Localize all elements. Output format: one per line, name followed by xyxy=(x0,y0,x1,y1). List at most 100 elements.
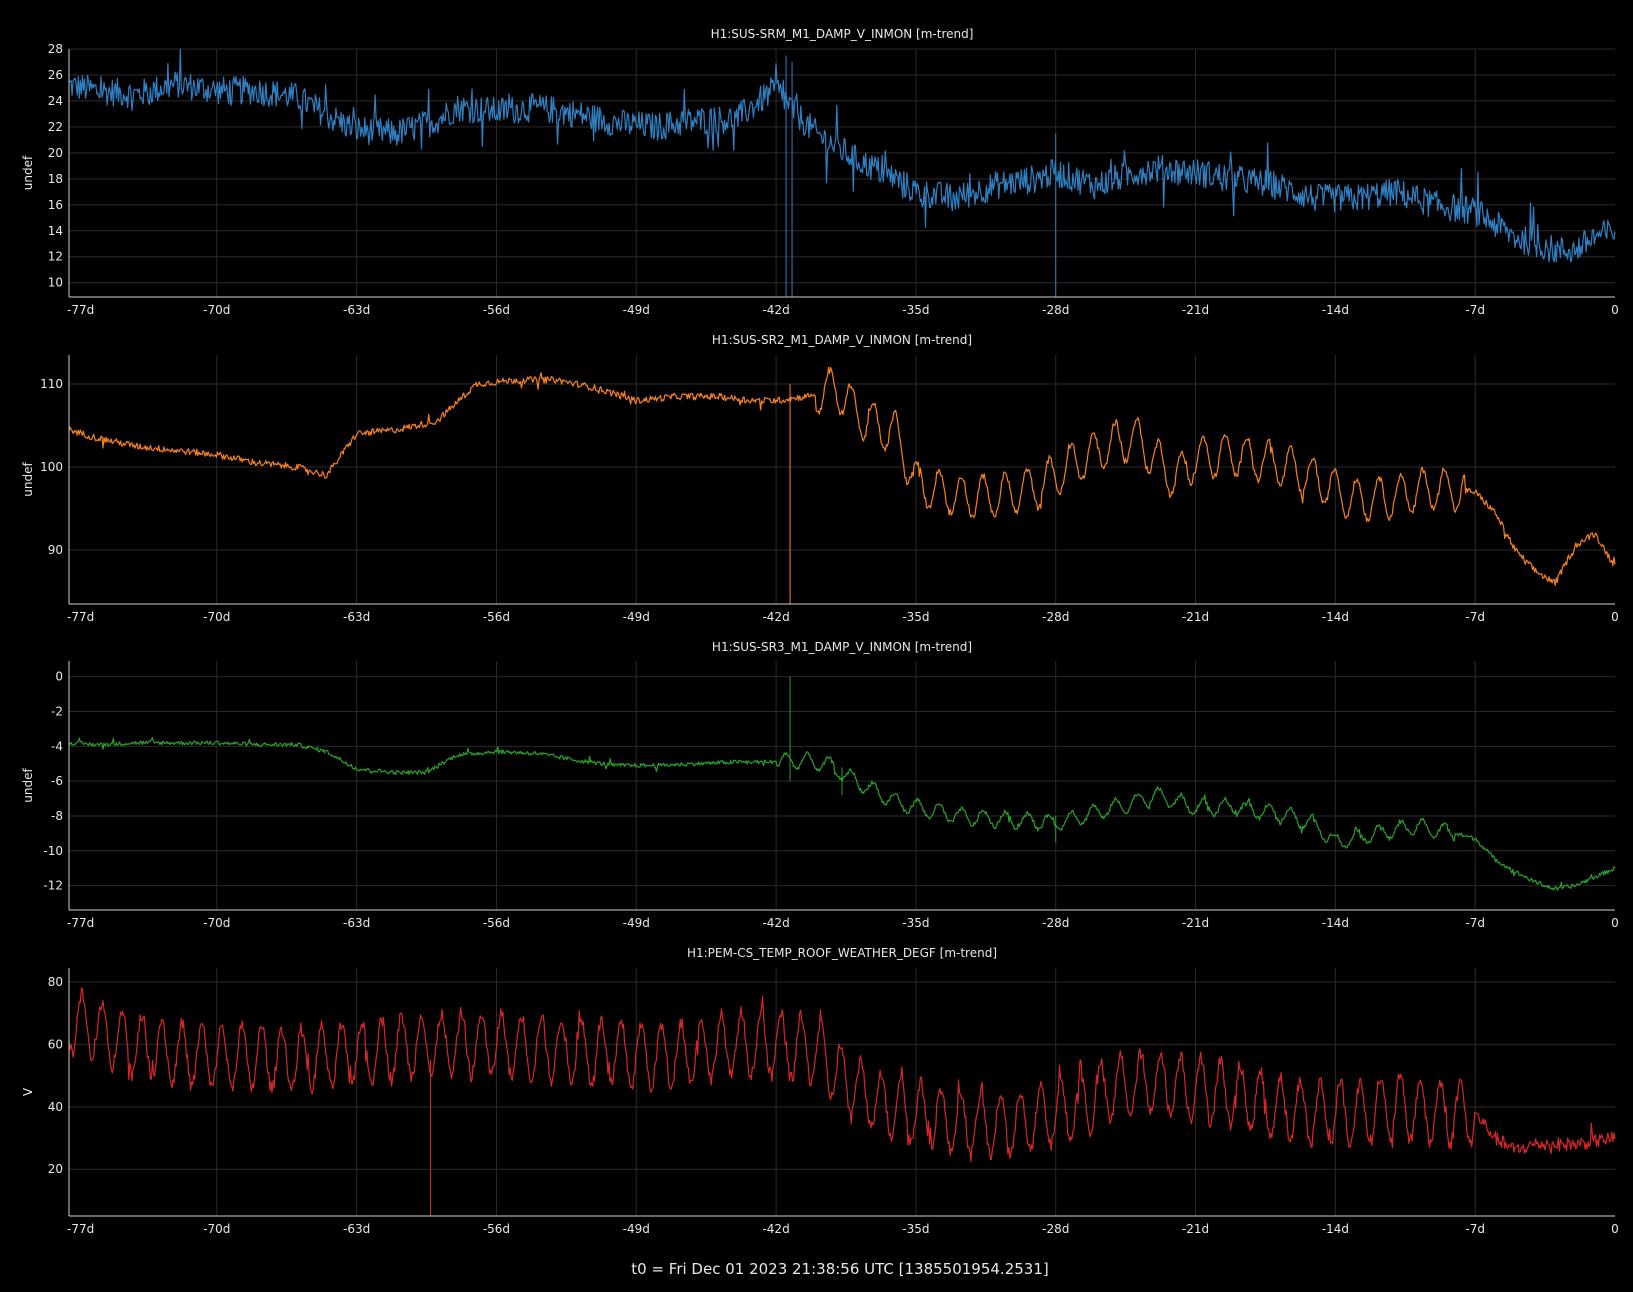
x-tick-label: -28d xyxy=(1042,303,1069,317)
x-tick-label: -28d xyxy=(1042,1222,1069,1236)
y-axis-label: undef xyxy=(21,768,35,803)
x-tick-label: -77d xyxy=(67,1222,94,1236)
x-tick-label: -56d xyxy=(483,303,510,317)
y-tick-label: -4 xyxy=(51,739,63,753)
y-tick-label: 20 xyxy=(48,1162,63,1176)
x-tick-label: -63d xyxy=(343,610,370,624)
panel-sr2: H1:SUS-SR2_M1_DAMP_V_INMON [m-trend] und… xyxy=(21,333,1619,624)
grid-lines xyxy=(69,968,1615,1216)
y-tick-label: 40 xyxy=(48,1100,63,1114)
x-tick-label: -42d xyxy=(762,303,789,317)
x-tick-label: -21d xyxy=(1182,303,1209,317)
x-tick-label: -35d xyxy=(902,610,929,624)
y-tick-label: 14 xyxy=(48,224,63,238)
panel-title: H1:PEM-CS_TEMP_ROOF_WEATHER_DEGF [m-tren… xyxy=(687,946,997,960)
x-tick-label: -77d xyxy=(67,916,94,930)
x-tick-label: 0 xyxy=(1611,610,1619,624)
panel-sr3: H1:SUS-SR3_M1_DAMP_V_INMON [m-trend] und… xyxy=(21,640,1619,930)
y-tick-labels: 20 40 60 80 xyxy=(48,975,63,1176)
x-tick-label: -21d xyxy=(1182,610,1209,624)
x-tick-labels: -77d -70d -63d -56d -49d -42d -35d -28d -21d -14d… xyxy=(67,916,1619,930)
x-tick-labels: -77d -70d -63d -56d -49d -42d -35d -28d -21d -14d… xyxy=(67,303,1619,317)
y-tick-label: -2 xyxy=(51,704,63,718)
y-tick-label: 24 xyxy=(48,94,63,108)
x-tick-labels: -77d -70d -63d -56d -49d -42d -35d -28d -21d -14d… xyxy=(67,610,1619,624)
y-tick-labels: 10 12 14 16 18 20 22 24 26 28 xyxy=(48,42,63,290)
x-tick-label: -42d xyxy=(762,1222,789,1236)
y-tick-label: 60 xyxy=(48,1037,63,1051)
y-tick-labels: 90 100 110 xyxy=(40,377,63,557)
x-tick-label: -21d xyxy=(1182,1222,1209,1236)
x-tick-label: -56d xyxy=(483,916,510,930)
y-tick-label: -10 xyxy=(43,844,63,858)
t0-footer: t0 = Fri Dec 01 2023 21:38:56 UTC [13855… xyxy=(631,1260,1048,1278)
y-tick-label: 28 xyxy=(48,42,63,56)
y-tick-label: 0 xyxy=(55,670,63,684)
y-tick-label: 22 xyxy=(48,120,63,134)
x-tick-label: -49d xyxy=(623,916,650,930)
y-tick-label: 100 xyxy=(40,460,63,474)
y-tick-label: -8 xyxy=(51,809,63,823)
y-tick-label: 110 xyxy=(40,377,63,391)
grid-lines xyxy=(69,355,1615,604)
y-tick-label: 26 xyxy=(48,68,63,82)
panel-roof-temp: H1:PEM-CS_TEMP_ROOF_WEATHER_DEGF [m-tren… xyxy=(21,946,1619,1236)
x-tick-label: -49d xyxy=(623,1222,650,1236)
x-tick-label: -56d xyxy=(483,1222,510,1236)
y-tick-label: 20 xyxy=(48,146,63,160)
y-tick-label: 90 xyxy=(48,543,63,557)
x-tick-label: 0 xyxy=(1611,303,1619,317)
y-tick-label: -6 xyxy=(51,774,63,788)
x-tick-label: -7d xyxy=(1465,1222,1485,1236)
panel-title: H1:SUS-SRM_M1_DAMP_V_INMON [m-trend] xyxy=(711,27,974,41)
y-tick-label: 16 xyxy=(48,198,63,212)
x-tick-label: 0 xyxy=(1611,916,1619,930)
x-tick-label: -42d xyxy=(762,916,789,930)
x-tick-label: -42d xyxy=(762,610,789,624)
y-tick-label: 10 xyxy=(48,276,63,290)
panel-title: H1:SUS-SR2_M1_DAMP_V_INMON [m-trend] xyxy=(712,333,972,347)
series-line xyxy=(68,987,1616,1162)
x-tick-label: -21d xyxy=(1182,916,1209,930)
x-tick-label: -70d xyxy=(203,916,230,930)
x-tick-label: -35d xyxy=(902,303,929,317)
x-tick-label: -63d xyxy=(343,916,370,930)
x-tick-label: -56d xyxy=(483,610,510,624)
x-tick-label: -14d xyxy=(1322,610,1349,624)
x-tick-label: -35d xyxy=(902,1222,929,1236)
y-axis-label: V xyxy=(21,1087,35,1096)
x-tick-label: -70d xyxy=(203,1222,230,1236)
y-tick-labels: 0 -2 -4 -6 -8 -10 -12 xyxy=(43,670,63,893)
x-tick-label: -35d xyxy=(902,916,929,930)
y-tick-label: 18 xyxy=(48,172,63,186)
x-tick-label: -28d xyxy=(1042,610,1069,624)
x-tick-label: -77d xyxy=(67,303,94,317)
grid-lines xyxy=(69,48,1615,297)
x-tick-label: -7d xyxy=(1465,916,1485,930)
series-line xyxy=(68,737,1616,891)
y-axis-label: undef xyxy=(21,155,35,190)
x-tick-label: -70d xyxy=(203,610,230,624)
x-tick-label: -28d xyxy=(1042,916,1069,930)
x-tick-label: -63d xyxy=(343,1222,370,1236)
x-tick-label: -7d xyxy=(1465,303,1485,317)
grid-lines xyxy=(69,661,1615,910)
x-tick-label: -77d xyxy=(67,610,94,624)
y-tick-label: 80 xyxy=(48,975,63,989)
y-tick-label: 12 xyxy=(48,250,63,264)
x-tick-label: -63d xyxy=(343,303,370,317)
y-tick-label: -12 xyxy=(43,879,63,893)
x-tick-label: -14d xyxy=(1322,1222,1349,1236)
x-tick-labels: -77d -70d -63d -56d -49d -42d -35d -28d -21d -14d… xyxy=(67,1222,1619,1236)
series-line xyxy=(68,48,1616,263)
x-tick-label: -49d xyxy=(623,610,650,624)
x-tick-label: -7d xyxy=(1465,610,1485,624)
panel-title: H1:SUS-SR3_M1_DAMP_V_INMON [m-trend] xyxy=(712,640,972,654)
y-axis-label: undef xyxy=(21,462,35,497)
panel-srm: H1:SUS-SRM_M1_DAMP_V_INMON [m-trend] und… xyxy=(21,27,1619,317)
x-tick-label: 0 xyxy=(1611,1222,1619,1236)
x-tick-label: -14d xyxy=(1322,303,1349,317)
x-tick-label: -49d xyxy=(623,303,650,317)
x-tick-label: -70d xyxy=(203,303,230,317)
